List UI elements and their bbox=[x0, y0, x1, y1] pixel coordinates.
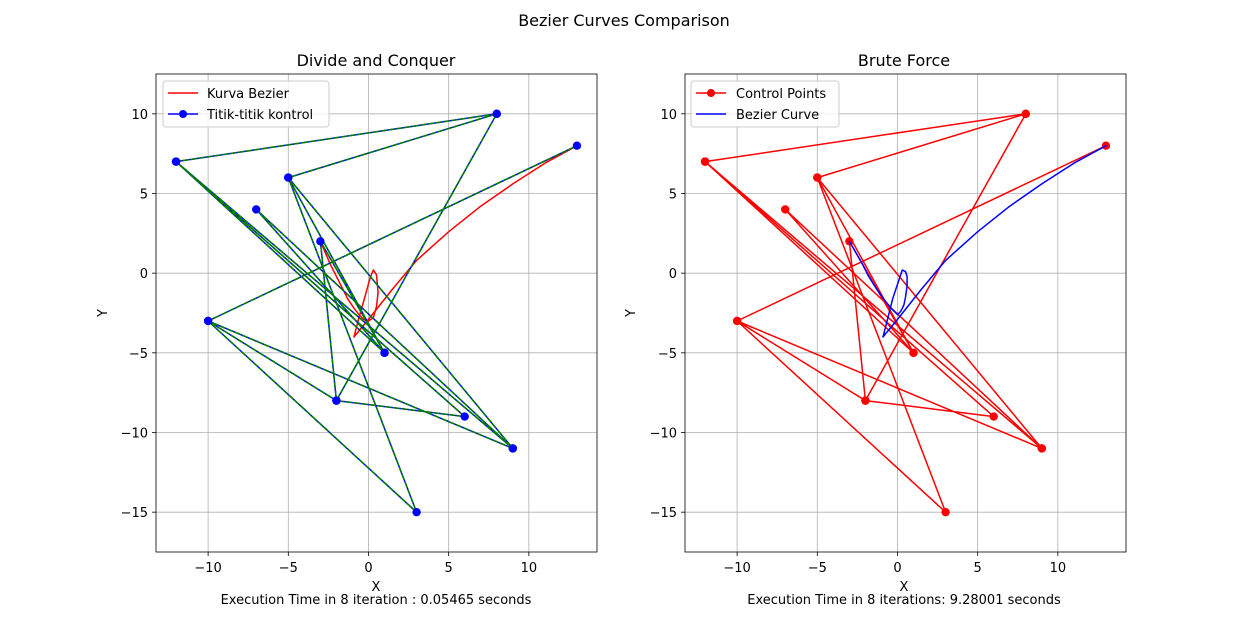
y-tick-label: −10 bbox=[121, 427, 148, 442]
y-axis-label: Y bbox=[624, 309, 639, 318]
subplot-brute-force: Brute Force X Y Execution Time in 8 iter… bbox=[624, 51, 1127, 608]
control-point-marker bbox=[989, 412, 998, 421]
plot-area: −10 −5 0 5 10 −15 −10 −5 0 5 10 bbox=[121, 73, 598, 576]
control-point-marker bbox=[732, 316, 742, 326]
bezier-curve-line bbox=[353, 144, 578, 338]
control-point-marker bbox=[332, 396, 341, 405]
legend-label-titik-kontrol: Titik-titik kontrol bbox=[206, 108, 313, 123]
y-axis-label: Y bbox=[96, 309, 111, 318]
y-tick-label: −10 bbox=[650, 427, 677, 442]
x-tick-label: 10 bbox=[521, 561, 538, 576]
legend-box bbox=[162, 80, 330, 128]
subplot-title: Divide and Conquer bbox=[297, 51, 456, 70]
y-tick-label: −5 bbox=[658, 347, 677, 362]
control-point-marker bbox=[572, 141, 582, 150]
x-axis-label: X bbox=[372, 580, 381, 595]
y-tick-label: 0 bbox=[140, 267, 148, 282]
y-tick-label: −15 bbox=[121, 506, 148, 521]
x-tick-label: 10 bbox=[1050, 561, 1067, 576]
legend-label-kurva-bezier: Kurva Bezier bbox=[207, 87, 290, 102]
bezier-curve-line bbox=[848, 240, 908, 338]
control-point-marker bbox=[380, 348, 389, 358]
x-tick-label: −5 bbox=[279, 561, 298, 576]
legend: Kurva Bezier Titik-titik kontrol bbox=[162, 80, 330, 128]
legend-label-control-points: Control Points bbox=[736, 87, 826, 102]
control-point-marker bbox=[700, 157, 710, 166]
control-polygon-line bbox=[704, 113, 1107, 513]
plot-area: −10 −5 0 5 10 −15 −10 −5 0 5 10 bbox=[650, 73, 1127, 576]
control-point-marker bbox=[284, 173, 293, 182]
x-tick-label: 5 bbox=[974, 561, 982, 576]
x-tick-label: −10 bbox=[194, 561, 221, 576]
y-tick-label: 10 bbox=[660, 108, 677, 123]
execution-time-note: Execution Time in 8 iteration : 0.05465 … bbox=[221, 593, 532, 608]
control-point-marker bbox=[508, 444, 518, 453]
control-point-marker bbox=[1021, 109, 1030, 119]
control-point-marker bbox=[813, 173, 822, 182]
control-point-marker bbox=[412, 507, 421, 517]
control-point-marker bbox=[316, 237, 325, 246]
control-point-marker bbox=[203, 316, 213, 326]
control-point-marker bbox=[1037, 444, 1047, 453]
control-polygon-line bbox=[175, 113, 578, 513]
control-point-marker bbox=[861, 396, 870, 405]
x-axis-label: X bbox=[900, 580, 909, 595]
legend-marker-titik-kontrol bbox=[179, 110, 187, 118]
legend: Control Points Bezier Curve bbox=[690, 80, 840, 128]
subplot-title: Brute Force bbox=[858, 51, 950, 70]
control-point-marker bbox=[460, 412, 469, 421]
y-tick-label: 10 bbox=[131, 108, 148, 123]
control-point-marker bbox=[252, 205, 261, 214]
y-tick-label: 0 bbox=[669, 267, 677, 282]
x-tick-label: −5 bbox=[808, 561, 827, 576]
x-tick-label: 0 bbox=[893, 561, 901, 576]
control-point-marker bbox=[492, 109, 501, 119]
bezier-curve-line bbox=[882, 144, 1107, 338]
legend-marker-control-points bbox=[707, 89, 715, 97]
x-tick-label: 5 bbox=[445, 561, 453, 576]
control-point-marker bbox=[941, 507, 950, 517]
y-tick-label: 5 bbox=[669, 188, 677, 203]
execution-time-note: Execution Time in 8 iterations: 9.28001 … bbox=[747, 593, 1061, 608]
y-tick-label: 5 bbox=[140, 188, 148, 203]
control-point-marker bbox=[909, 348, 918, 358]
control-point-marker bbox=[781, 205, 790, 214]
bezier-curve-line bbox=[319, 240, 379, 338]
x-tick-label: 0 bbox=[364, 561, 372, 576]
y-tick-label: −15 bbox=[650, 506, 677, 521]
legend-box bbox=[690, 80, 840, 128]
control-point-marker bbox=[171, 157, 181, 166]
axes-frame bbox=[155, 73, 598, 553]
axes-frame bbox=[684, 73, 1127, 553]
figure-suptitle: Bezier Curves Comparison bbox=[518, 11, 730, 30]
subplot-divide-and-conquer: Divide and Conquer X Y Execution Time in… bbox=[96, 51, 598, 608]
x-tick-label: −10 bbox=[723, 561, 750, 576]
legend-label-bezier-curve: Bezier Curve bbox=[736, 108, 819, 123]
y-tick-label: −5 bbox=[129, 347, 148, 362]
